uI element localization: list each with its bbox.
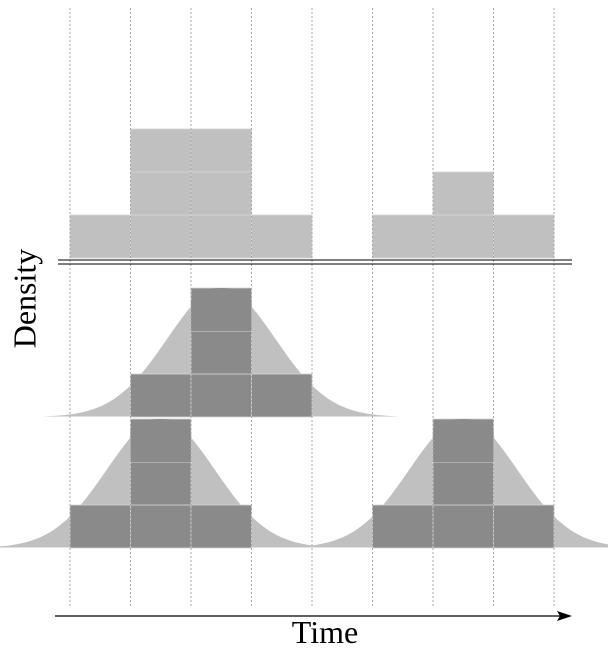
top-histogram-2-bar xyxy=(432,214,494,259)
kernel-3-bar xyxy=(372,504,434,549)
top-histogram-1-bar xyxy=(130,128,192,173)
kernel-2-bar xyxy=(130,461,192,506)
top-histogram-2-bar xyxy=(432,171,494,216)
top-histogram-1-bar xyxy=(130,171,192,216)
time-axis-arrowhead xyxy=(557,611,572,621)
x-axis-label: Time xyxy=(291,614,359,650)
kernel-2-bar xyxy=(130,504,192,549)
kernel-2-bar xyxy=(190,504,252,549)
kernel-3-bar xyxy=(432,504,494,549)
top-histogram-1-bar xyxy=(190,128,252,173)
kernel-1-bar xyxy=(190,373,252,418)
fill-layer xyxy=(0,128,608,549)
kernel-3-peak-cap xyxy=(433,419,494,462)
top-histogram-1-bar xyxy=(130,214,192,259)
top-histogram-1-bar xyxy=(251,214,313,259)
kernel-1-bar xyxy=(251,373,313,418)
kernel-2-bar xyxy=(69,504,131,549)
kernel-2-peak-cap xyxy=(130,419,191,462)
kernel-1-bar xyxy=(130,373,192,418)
panel-separator xyxy=(58,259,572,265)
kernel-3-bar xyxy=(432,461,494,506)
top-histogram-2-bar xyxy=(372,214,434,259)
top-histogram-2-bar xyxy=(493,214,555,259)
kernel-1-bar xyxy=(190,330,252,375)
time-axis xyxy=(55,611,572,621)
kernel-1-peak-cap xyxy=(191,288,252,331)
kernel-3-bar xyxy=(493,504,555,549)
top-histogram-1-bar xyxy=(69,214,131,259)
top-histogram-1-bar xyxy=(190,171,252,216)
top-histogram-1-bar xyxy=(190,214,252,259)
y-axis-label: Density xyxy=(6,248,43,349)
